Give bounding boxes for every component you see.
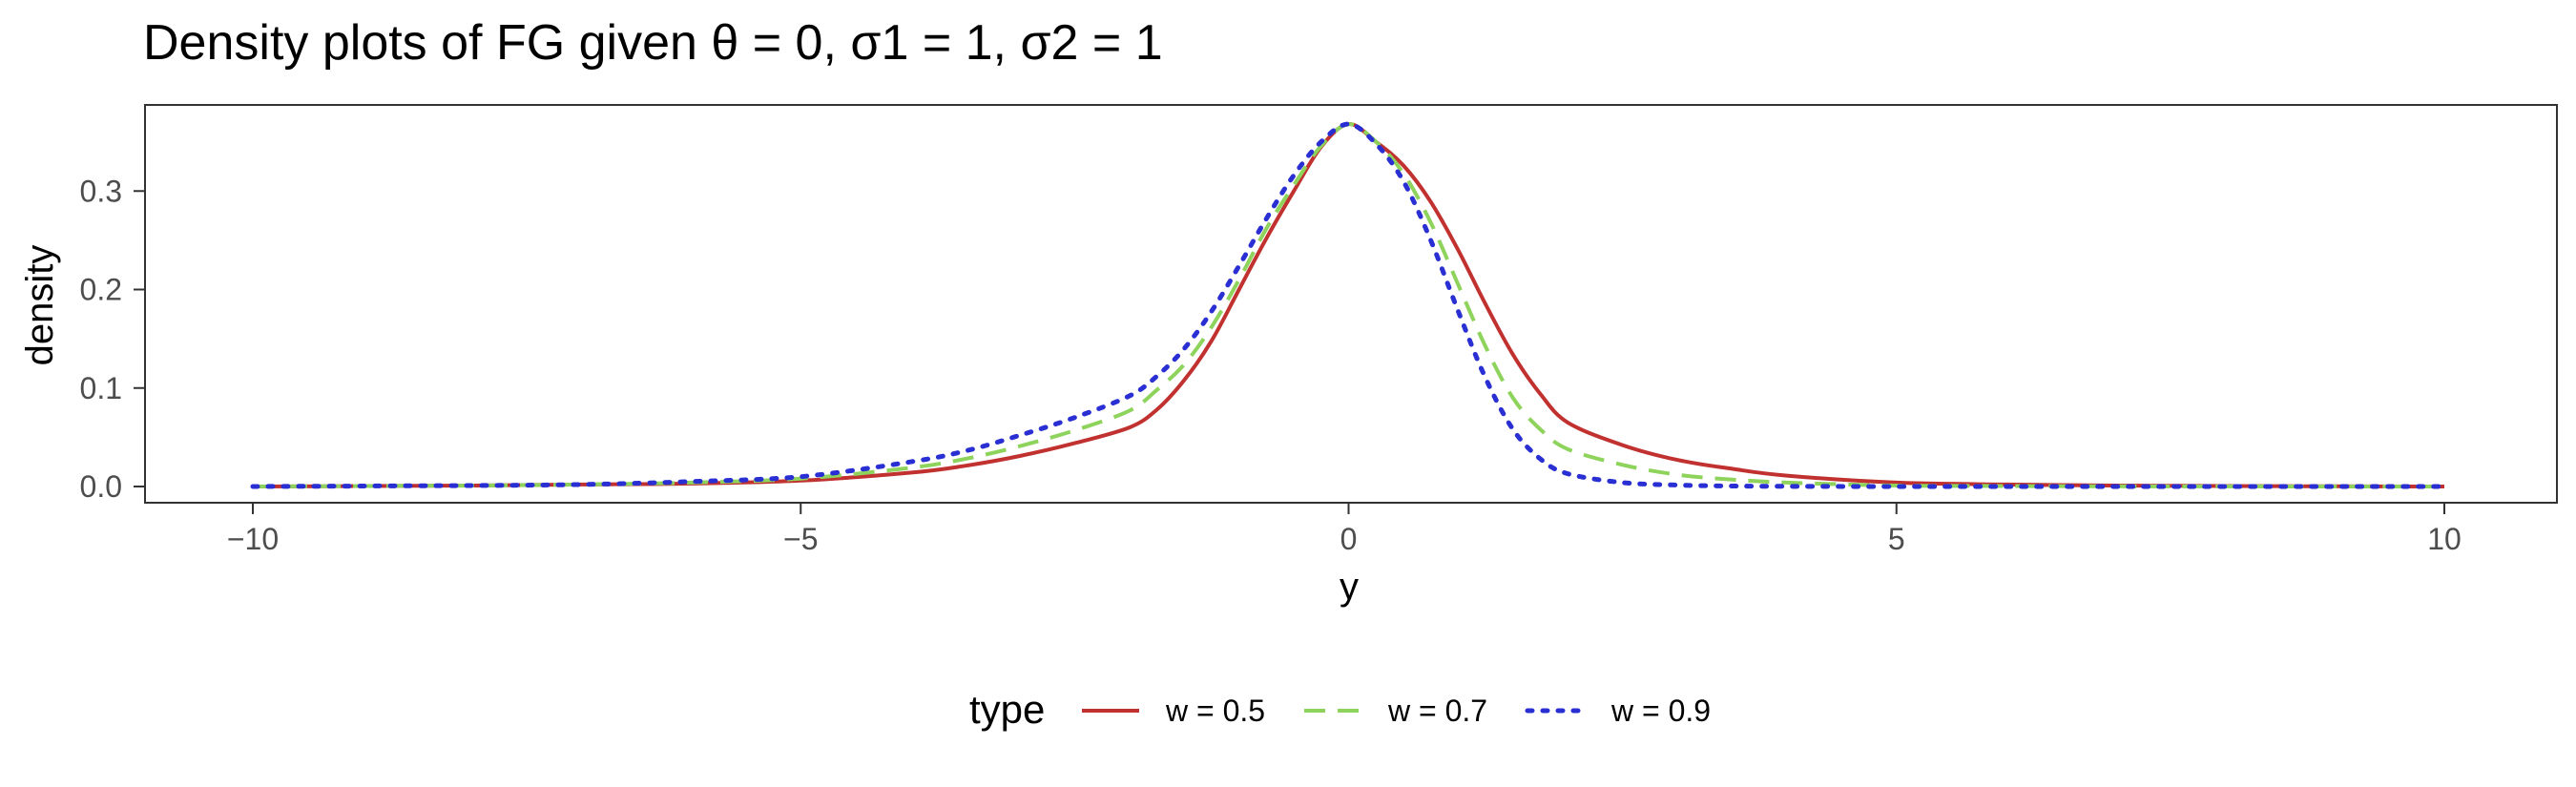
legend-label-2: w = 0.7 (1387, 694, 1487, 728)
y-tick-label: 0.2 (80, 273, 122, 307)
x-tick-label: 0 (1340, 522, 1358, 556)
y-tick-label: 0.1 (80, 371, 122, 405)
y-tick-label: 0.0 (80, 469, 122, 504)
y-tick-label: 0.3 (80, 174, 122, 208)
legend-label-1: w = 0.5 (1165, 694, 1265, 728)
x-tick-label: −10 (227, 522, 279, 556)
x-tick-label: 5 (1888, 522, 1905, 556)
plot-panel (144, 104, 2558, 504)
x-tick-label: 10 (2427, 522, 2462, 556)
y-axis: 0.0 0.1 0.2 0.3 (80, 174, 145, 504)
x-tick-label: −5 (783, 522, 818, 556)
legend-label-3: w = 0.9 (1610, 694, 1711, 728)
x-axis: −10 −5 0 5 10 (227, 503, 2462, 556)
series-line-3 (250, 121, 2447, 489)
legend-title: type (969, 687, 1045, 732)
chart-title: Density plots of FG given θ = 0, σ1 = 1,… (143, 15, 1163, 71)
series-lines (250, 121, 2447, 489)
x-axis-label: y (1340, 566, 1359, 608)
legend: type w = 0.5 w = 0.7 w = 0.9 (969, 687, 1711, 732)
y-axis-label: density (19, 245, 61, 366)
